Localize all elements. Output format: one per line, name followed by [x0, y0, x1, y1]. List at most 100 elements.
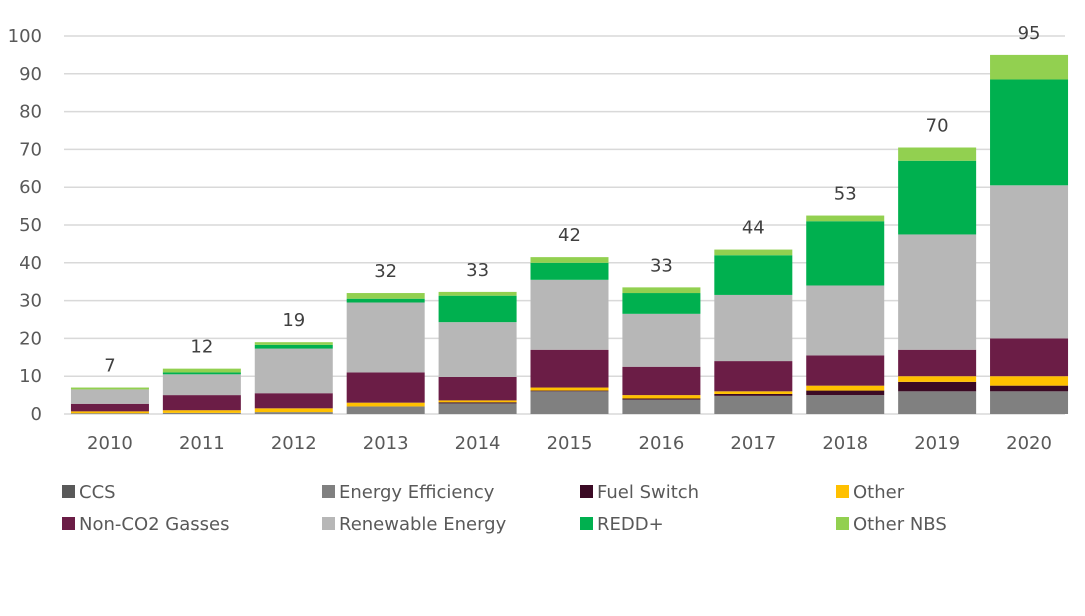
- bar-segment-other-nbs: [622, 287, 701, 294]
- bar-segment-renewable-energy: [530, 279, 609, 350]
- total-label: 7: [104, 356, 115, 377]
- bar-segment-fuel-switch: [530, 390, 609, 392]
- x-tick-label: 2012: [271, 433, 317, 454]
- legend-label: REDD+: [597, 514, 664, 535]
- bar-segment-non-co2-gasses: [622, 366, 701, 396]
- y-tick-label: 100: [8, 26, 42, 47]
- bars: [70, 54, 1069, 414]
- bar-segment-other-nbs: [346, 293, 425, 299]
- legend: CCS Energy Efficiency Fuel Switch Other Non-…: [62, 482, 947, 535]
- bar-segment-energy-efficiency: [622, 399, 701, 414]
- total-label: 44: [742, 218, 765, 239]
- y-tick-label: 50: [19, 215, 42, 236]
- x-tick-label: 2017: [730, 433, 776, 454]
- y-tick-label: 90: [19, 64, 42, 85]
- legend-label: Non-CO2 Gasses: [79, 514, 229, 535]
- bar-segment-non-co2-gasses: [990, 338, 1069, 377]
- bar-segment-fuel-switch: [622, 398, 701, 400]
- legend-item-ccs: CCS: [62, 482, 116, 503]
- bar-stack-2018: [806, 215, 885, 414]
- legend-item-fuel-switch: Fuel Switch: [580, 482, 699, 503]
- bar-segment-energy-efficiency: [898, 391, 977, 414]
- bar-stack-2015: [530, 257, 609, 414]
- bar-segment-non-co2-gasses: [254, 393, 333, 409]
- legend-label: Energy Efficiency: [339, 482, 495, 503]
- bar-segment-renewable-energy: [990, 185, 1069, 339]
- bar-segment-redd-: [806, 221, 885, 286]
- bar-segment-fuel-switch: [806, 390, 885, 396]
- bar-segment-redd-: [530, 262, 609, 280]
- bar-stack-2014: [438, 291, 517, 414]
- total-label: 32: [374, 261, 397, 282]
- legend-item-energy-efficiency: Energy Efficiency: [322, 482, 495, 503]
- legend-label: Other NBS: [853, 514, 947, 535]
- bar-segment-other: [622, 395, 701, 399]
- bar-segment-redd-: [438, 295, 517, 323]
- total-label: 19: [282, 310, 305, 331]
- bar-stack-2020: [990, 54, 1069, 414]
- bar-segment-other: [70, 411, 149, 414]
- bar-stack-2019: [898, 147, 977, 414]
- bar-segment-non-co2-gasses: [714, 361, 793, 392]
- bar-segment-non-co2-gasses: [346, 372, 425, 403]
- x-tick-label: 2014: [455, 433, 501, 454]
- bar-segment-fuel-switch: [438, 402, 517, 404]
- bar-stack-2011: [162, 368, 241, 414]
- total-label: 53: [834, 184, 857, 205]
- bar-segment-redd-: [254, 344, 333, 349]
- bar-segment-redd-: [714, 255, 793, 295]
- bar-segment-other-nbs: [530, 257, 609, 263]
- bar-segment-energy-efficiency: [254, 412, 333, 414]
- bar-segment-renewable-energy: [162, 374, 241, 396]
- bar-segment-non-co2-gasses: [806, 355, 885, 386]
- bar-segment-fuel-switch: [714, 393, 793, 396]
- y-tick-label: 30: [19, 291, 42, 312]
- y-axis-ticks: 0 10 20 30 40 50 60 70 80 90 100: [8, 26, 42, 425]
- bar-segment-redd-: [898, 160, 977, 235]
- legend-item-non-co2-gasses: Non-CO2 Gasses: [62, 514, 229, 535]
- legend-swatch: [580, 517, 593, 530]
- legend-item-other-nbs: Other NBS: [836, 514, 947, 535]
- bar-segment-other-nbs: [806, 215, 885, 222]
- bar-stack-2016: [622, 287, 701, 414]
- bar-segment-other-nbs: [70, 387, 149, 390]
- total-labels: 7 12 19 32 33 42 33 44 53 70 95: [104, 23, 1040, 377]
- bar-segment-non-co2-gasses: [438, 376, 517, 401]
- bar-segment-renewable-energy: [346, 302, 425, 373]
- y-tick-label: 70: [19, 139, 42, 160]
- legend-label: Other: [853, 482, 905, 503]
- bar-segment-redd-: [162, 372, 241, 375]
- bar-segment-other: [254, 408, 333, 413]
- legend-label: CCS: [79, 482, 116, 503]
- x-tick-label: 2015: [547, 433, 593, 454]
- bar-segment-energy-efficiency: [714, 395, 793, 414]
- y-tick-label: 10: [19, 366, 42, 387]
- bar-segment-non-co2-gasses: [162, 395, 241, 411]
- bar-segment-other: [990, 376, 1069, 386]
- bar-segment-other: [806, 385, 885, 391]
- bar-segment-other: [714, 391, 793, 394]
- x-tick-label: 2019: [914, 433, 960, 454]
- bar-segment-redd-: [622, 293, 701, 314]
- bar-segment-non-co2-gasses: [70, 403, 149, 412]
- legend-swatch: [62, 485, 75, 498]
- bar-segment-renewable-energy: [714, 294, 793, 362]
- bar-stack-2017: [714, 249, 793, 414]
- legend-swatch: [62, 517, 75, 530]
- bar-segment-fuel-switch: [990, 385, 1069, 392]
- x-tick-label: 2013: [363, 433, 409, 454]
- bar-segment-other-nbs: [162, 368, 241, 373]
- bar-segment-other: [898, 376, 977, 382]
- bar-segment-renewable-energy: [622, 313, 701, 367]
- bar-segment-energy-efficiency: [346, 406, 425, 414]
- bar-segment-other-nbs: [254, 342, 333, 345]
- x-tick-label: 2018: [822, 433, 868, 454]
- bar-segment-renewable-energy: [898, 234, 977, 350]
- bar-stack-2012: [254, 342, 333, 414]
- total-label: 33: [466, 260, 489, 281]
- x-tick-label: 2020: [1006, 433, 1052, 454]
- bar-segment-renewable-energy: [438, 322, 517, 377]
- legend-label: Fuel Switch: [597, 482, 699, 503]
